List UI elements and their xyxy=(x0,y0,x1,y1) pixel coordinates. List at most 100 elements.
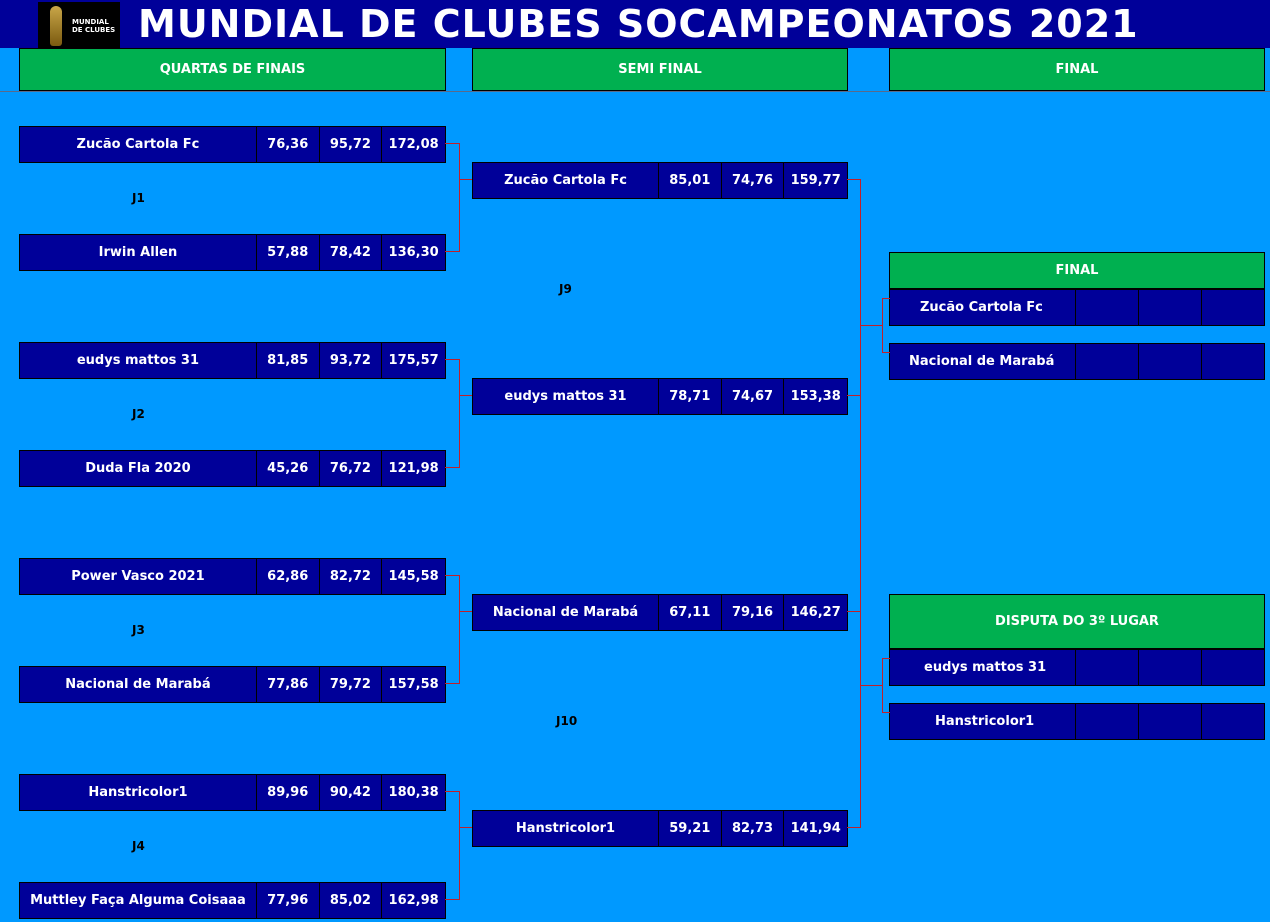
final-header: FINAL xyxy=(889,252,1265,289)
score-round-2 xyxy=(1139,704,1203,739)
semis-header: SEMI FINAL xyxy=(472,48,848,91)
team-name: Zucão Cartola Fc xyxy=(473,163,659,198)
score-round-1: 78,71 xyxy=(659,379,722,414)
team-name: Zucão Cartola Fc xyxy=(20,127,257,162)
team-name: Duda Fla 2020 xyxy=(20,451,257,486)
bracket-connector xyxy=(445,899,459,900)
third-team-row[interactable]: Hanstricolor1 xyxy=(889,703,1265,740)
bracket-connector xyxy=(445,791,459,792)
bracket-connector xyxy=(445,251,459,252)
score-round-2: 76,72 xyxy=(320,451,383,486)
score-round-1: 57,88 xyxy=(257,235,320,270)
bracket-connector xyxy=(459,791,460,900)
bracket-connector xyxy=(882,658,883,713)
bracket-connector xyxy=(445,467,459,468)
score-round-2 xyxy=(1139,650,1203,685)
score-round-2: 79,16 xyxy=(722,595,785,630)
quarter-team-row[interactable]: Irwin Allen 57,88 78,42 136,30 xyxy=(19,234,446,271)
score-total: 159,77 xyxy=(790,173,841,188)
final-team-row[interactable]: Zucão Cartola Fc xyxy=(889,289,1265,326)
semi-team-row[interactable]: Nacional de Marabá 67,11 79,16 146,27 xyxy=(472,594,848,631)
match-label: J3 xyxy=(132,623,145,637)
quarter-team-row[interactable]: Hanstricolor1 89,96 90,42 180,38 xyxy=(19,774,446,811)
team-name: eudys mattos 31 xyxy=(20,343,257,378)
score-round-1: 67,11 xyxy=(659,595,722,630)
score-total: 136,30 xyxy=(388,245,439,260)
bracket-connector xyxy=(882,298,883,353)
bracket-connector xyxy=(882,658,890,659)
score-round-2 xyxy=(1139,290,1203,325)
bracket-connector xyxy=(445,359,459,360)
team-name: Zucão Cartola Fc xyxy=(890,290,1077,325)
score-round-2: 79,72 xyxy=(320,667,383,702)
score-round-2: 74,76 xyxy=(722,163,785,198)
bracket-connector xyxy=(459,611,472,612)
score-round-2: 82,72 xyxy=(320,559,383,594)
score-total: 141,94 xyxy=(790,821,841,836)
third-team-row[interactable]: eudys mattos 31 xyxy=(889,649,1265,686)
team-name: Nacional de Marabá xyxy=(890,344,1077,379)
score-round-1: 81,85 xyxy=(257,343,320,378)
header-bar: MUNDIAL DE CLUBES MUNDIAL DE CLUBES SOCA… xyxy=(0,0,1270,50)
club-world-cup-logo: MUNDIAL DE CLUBES xyxy=(38,2,120,50)
team-name: Hanstricolor1 xyxy=(890,704,1077,739)
score-round-2: 93,72 xyxy=(320,343,383,378)
trophy-icon xyxy=(50,6,62,46)
quarter-team-row[interactable]: Duda Fla 2020 45,26 76,72 121,98 xyxy=(19,450,446,487)
third-header: DISPUTA DO 3º LUGAR xyxy=(889,594,1265,649)
score-total: 121,98 xyxy=(388,461,439,476)
match-label: J2 xyxy=(132,407,145,421)
bracket-connector xyxy=(847,611,860,612)
score-round-1: 89,96 xyxy=(257,775,320,810)
score-round-1: 76,36 xyxy=(257,127,320,162)
final-team-row[interactable]: Nacional de Marabá xyxy=(889,343,1265,380)
team-name: Hanstricolor1 xyxy=(20,775,257,810)
score-round-1: 45,26 xyxy=(257,451,320,486)
score-round-2 xyxy=(1139,344,1203,379)
score-total: 172,08 xyxy=(388,137,439,152)
bracket-connector xyxy=(459,575,460,684)
score-round-2: 82,73 xyxy=(722,811,785,846)
team-name: eudys mattos 31 xyxy=(473,379,659,414)
bracket-connector xyxy=(459,395,472,396)
quarter-team-row[interactable]: Muttley Faça Alguma Coisaaa 77,96 85,02 162… xyxy=(19,882,446,919)
team-name: eudys mattos 31 xyxy=(890,650,1077,685)
quarter-team-row[interactable]: Power Vasco 2021 62,86 82,72 145,58 xyxy=(19,558,446,595)
semi-team-row[interactable]: Zucão Cartola Fc 85,01 74,76 159,77 xyxy=(472,162,848,199)
score-total: 145,58 xyxy=(388,569,439,584)
bracket-connector xyxy=(847,395,860,396)
semi-team-row[interactable]: eudys mattos 31 78,71 74,67 153,38 xyxy=(472,378,848,415)
score-round-2: 78,42 xyxy=(320,235,383,270)
match-label: J9 xyxy=(559,282,572,296)
score-total: 162,98 xyxy=(388,893,439,908)
bracket-connector xyxy=(459,359,460,468)
score-total xyxy=(1202,290,1264,325)
team-name: Hanstricolor1 xyxy=(473,811,659,846)
team-name: Irwin Allen xyxy=(20,235,257,270)
bracket-connector xyxy=(459,827,472,828)
bracket-connector xyxy=(847,179,860,180)
semi-team-row[interactable]: Hanstricolor1 59,21 82,73 141,94 xyxy=(472,810,848,847)
score-round-1: 62,86 xyxy=(257,559,320,594)
score-total: 146,27 xyxy=(790,605,841,620)
team-name: Muttley Faça Alguma Coisaaa xyxy=(20,883,257,918)
score-round-1 xyxy=(1076,704,1139,739)
match-label: J10 xyxy=(556,714,578,728)
score-total xyxy=(1202,344,1264,379)
score-total: 175,57 xyxy=(388,353,439,368)
team-name: Power Vasco 2021 xyxy=(20,559,257,594)
bracket-connector xyxy=(445,143,459,144)
score-round-2: 90,42 xyxy=(320,775,383,810)
score-total: 157,58 xyxy=(388,677,439,692)
score-total xyxy=(1202,650,1264,685)
quarter-team-row[interactable]: Nacional de Marabá 77,86 79,72 157,58 xyxy=(19,666,446,703)
column-header-strip xyxy=(0,48,1270,92)
score-round-2: 85,02 xyxy=(320,883,383,918)
bracket-connector xyxy=(860,325,882,326)
quarter-team-row[interactable]: eudys mattos 31 81,85 93,72 175,57 xyxy=(19,342,446,379)
quarter-team-row[interactable]: Zucão Cartola Fc 76,36 95,72 172,08 xyxy=(19,126,446,163)
score-total: 153,38 xyxy=(790,389,841,404)
bracket-connector xyxy=(860,685,882,686)
bracket-connector xyxy=(882,298,890,299)
score-round-1 xyxy=(1076,290,1139,325)
